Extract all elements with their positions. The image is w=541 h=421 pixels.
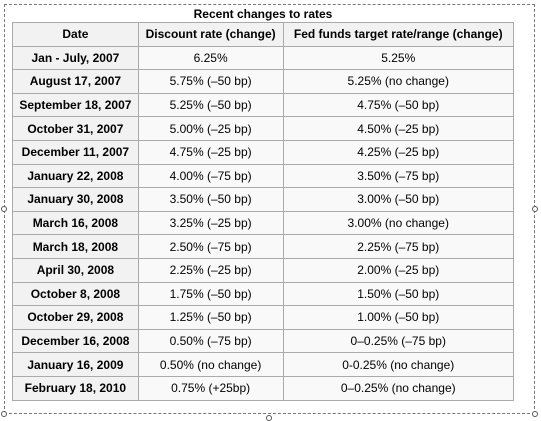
date-cell: February 18, 2010 bbox=[12, 375, 139, 401]
table-row: October 8, 2008 1.75% (–50 bp) 1.50% (–5… bbox=[12, 281, 514, 307]
discount-cell: 3.50% (–50 bp) bbox=[137, 187, 284, 212]
table-row: October 29, 2008 1.25% (–50 bp) 1.00% (–… bbox=[12, 305, 514, 330]
fed-cell: 0–0.25% (no change) bbox=[282, 375, 514, 401]
fed-cell: 1.00% (–50 bp) bbox=[282, 305, 514, 330]
bottom-right-resize-handle[interactable] bbox=[532, 411, 538, 417]
discount-cell: 3.25% (–25 bp) bbox=[137, 210, 284, 236]
fed-cell: 4.50% (–25 bp) bbox=[282, 116, 514, 141]
fed-cell: 5.25% bbox=[282, 45, 514, 71]
fed-cell: 0–0.25% (–75 bp) bbox=[282, 328, 514, 354]
date-cell: September 18, 2007 bbox=[12, 92, 139, 118]
fed-cell: 2.00% (–25 bp) bbox=[282, 257, 514, 283]
date-cell: October 31, 2007 bbox=[12, 116, 139, 141]
date-cell: March 18, 2008 bbox=[12, 234, 139, 259]
date-cell: December 11, 2007 bbox=[12, 139, 139, 165]
date-cell: April 30, 2008 bbox=[12, 257, 139, 283]
discount-cell: 0.75% (+25bp) bbox=[137, 375, 284, 401]
fed-cell: 1.50% (–50 bp) bbox=[282, 281, 514, 307]
table-caption: Recent changes to rates bbox=[193, 7, 333, 21]
table-row: September 18, 2007 5.25% (–50 bp) 4.75% … bbox=[12, 92, 514, 118]
discount-cell: 5.25% (–50 bp) bbox=[137, 92, 284, 118]
fed-column-header: Fed funds target rate/range (change) bbox=[282, 22, 514, 47]
table-row: Jan - July, 2007 6.25% 5.25% bbox=[12, 45, 514, 71]
discount-cell: 2.25% (–25 bp) bbox=[137, 257, 284, 283]
discount-cell: 1.25% (–50 bp) bbox=[137, 305, 284, 330]
date-cell: January 16, 2009 bbox=[12, 352, 139, 377]
date-column-header: Date bbox=[12, 22, 139, 47]
table-row: December 16, 2008 0.50% (–75 bp) 0–0.25%… bbox=[12, 328, 514, 354]
fed-cell: 0-0.25% (no change) bbox=[282, 352, 514, 377]
discount-cell: 5.00% (–25 bp) bbox=[137, 116, 284, 141]
fed-cell: 3.00% (no change) bbox=[282, 210, 514, 236]
table-row: August 17, 2007 5.75% (–50 bp) 5.25% (no… bbox=[12, 69, 514, 94]
fed-cell: 5.25% (no change) bbox=[282, 69, 514, 94]
discount-cell: 4.75% (–25 bp) bbox=[137, 139, 284, 165]
table-row: March 16, 2008 3.25% (–25 bp) 3.00% (no … bbox=[12, 210, 514, 236]
discount-cell: 0.50% (–75 bp) bbox=[137, 328, 284, 354]
table-row: January 22, 2008 4.00% (–75 bp) 3.50% (–… bbox=[12, 163, 514, 189]
bottom-resize-handle[interactable] bbox=[266, 415, 272, 421]
table-row: February 18, 2010 0.75% (+25bp) 0–0.25% … bbox=[12, 375, 514, 401]
left-resize-handle[interactable] bbox=[1, 206, 7, 212]
date-cell: January 30, 2008 bbox=[12, 187, 139, 212]
header-row: Date Discount rate (change) Fed funds ta… bbox=[12, 22, 514, 47]
date-cell: August 17, 2007 bbox=[12, 69, 139, 94]
table-row: March 18, 2008 2.50% (–75 bp) 2.25% (–75… bbox=[12, 234, 514, 259]
fed-cell: 4.75% (–50 bp) bbox=[282, 92, 514, 118]
date-cell: January 22, 2008 bbox=[12, 163, 139, 189]
date-cell: October 29, 2008 bbox=[12, 305, 139, 330]
discount-cell: 2.50% (–75 bp) bbox=[137, 234, 284, 259]
discount-cell: 5.75% (–50 bp) bbox=[137, 69, 284, 94]
table-row: October 31, 2007 5.00% (–25 bp) 4.50% (–… bbox=[12, 116, 514, 141]
discount-cell: 6.25% bbox=[137, 45, 284, 71]
fed-cell: 2.25% (–75 bp) bbox=[282, 234, 514, 259]
right-resize-handle[interactable] bbox=[532, 206, 538, 212]
bottom-left-resize-handle[interactable] bbox=[1, 411, 7, 417]
table-row: April 30, 2008 2.25% (–25 bp) 2.00% (–25… bbox=[12, 257, 514, 283]
table-row: December 11, 2007 4.75% (–25 bp) 4.25% (… bbox=[12, 139, 514, 165]
fed-cell: 4.25% (–25 bp) bbox=[282, 139, 514, 165]
discount-cell: 0.50% (no change) bbox=[137, 352, 284, 377]
table-row: January 30, 2008 3.50% (–50 bp) 3.00% (–… bbox=[12, 187, 514, 212]
discount-cell: 4.00% (–75 bp) bbox=[137, 163, 284, 189]
discount-column-header: Discount rate (change) bbox=[137, 22, 284, 47]
fed-cell: 3.00% (–50 bp) bbox=[282, 187, 514, 212]
date-cell: October 8, 2008 bbox=[12, 281, 139, 307]
rates-table: Date Discount rate (change) Fed funds ta… bbox=[12, 22, 514, 401]
date-cell: December 16, 2008 bbox=[12, 328, 139, 354]
date-cell: March 16, 2008 bbox=[12, 210, 139, 236]
discount-cell: 1.75% (–50 bp) bbox=[137, 281, 284, 307]
table-row: January 16, 2009 0.50% (no change) 0-0.2… bbox=[12, 352, 514, 377]
date-cell: Jan - July, 2007 bbox=[12, 45, 139, 71]
fed-cell: 3.50% (–75 bp) bbox=[282, 163, 514, 189]
